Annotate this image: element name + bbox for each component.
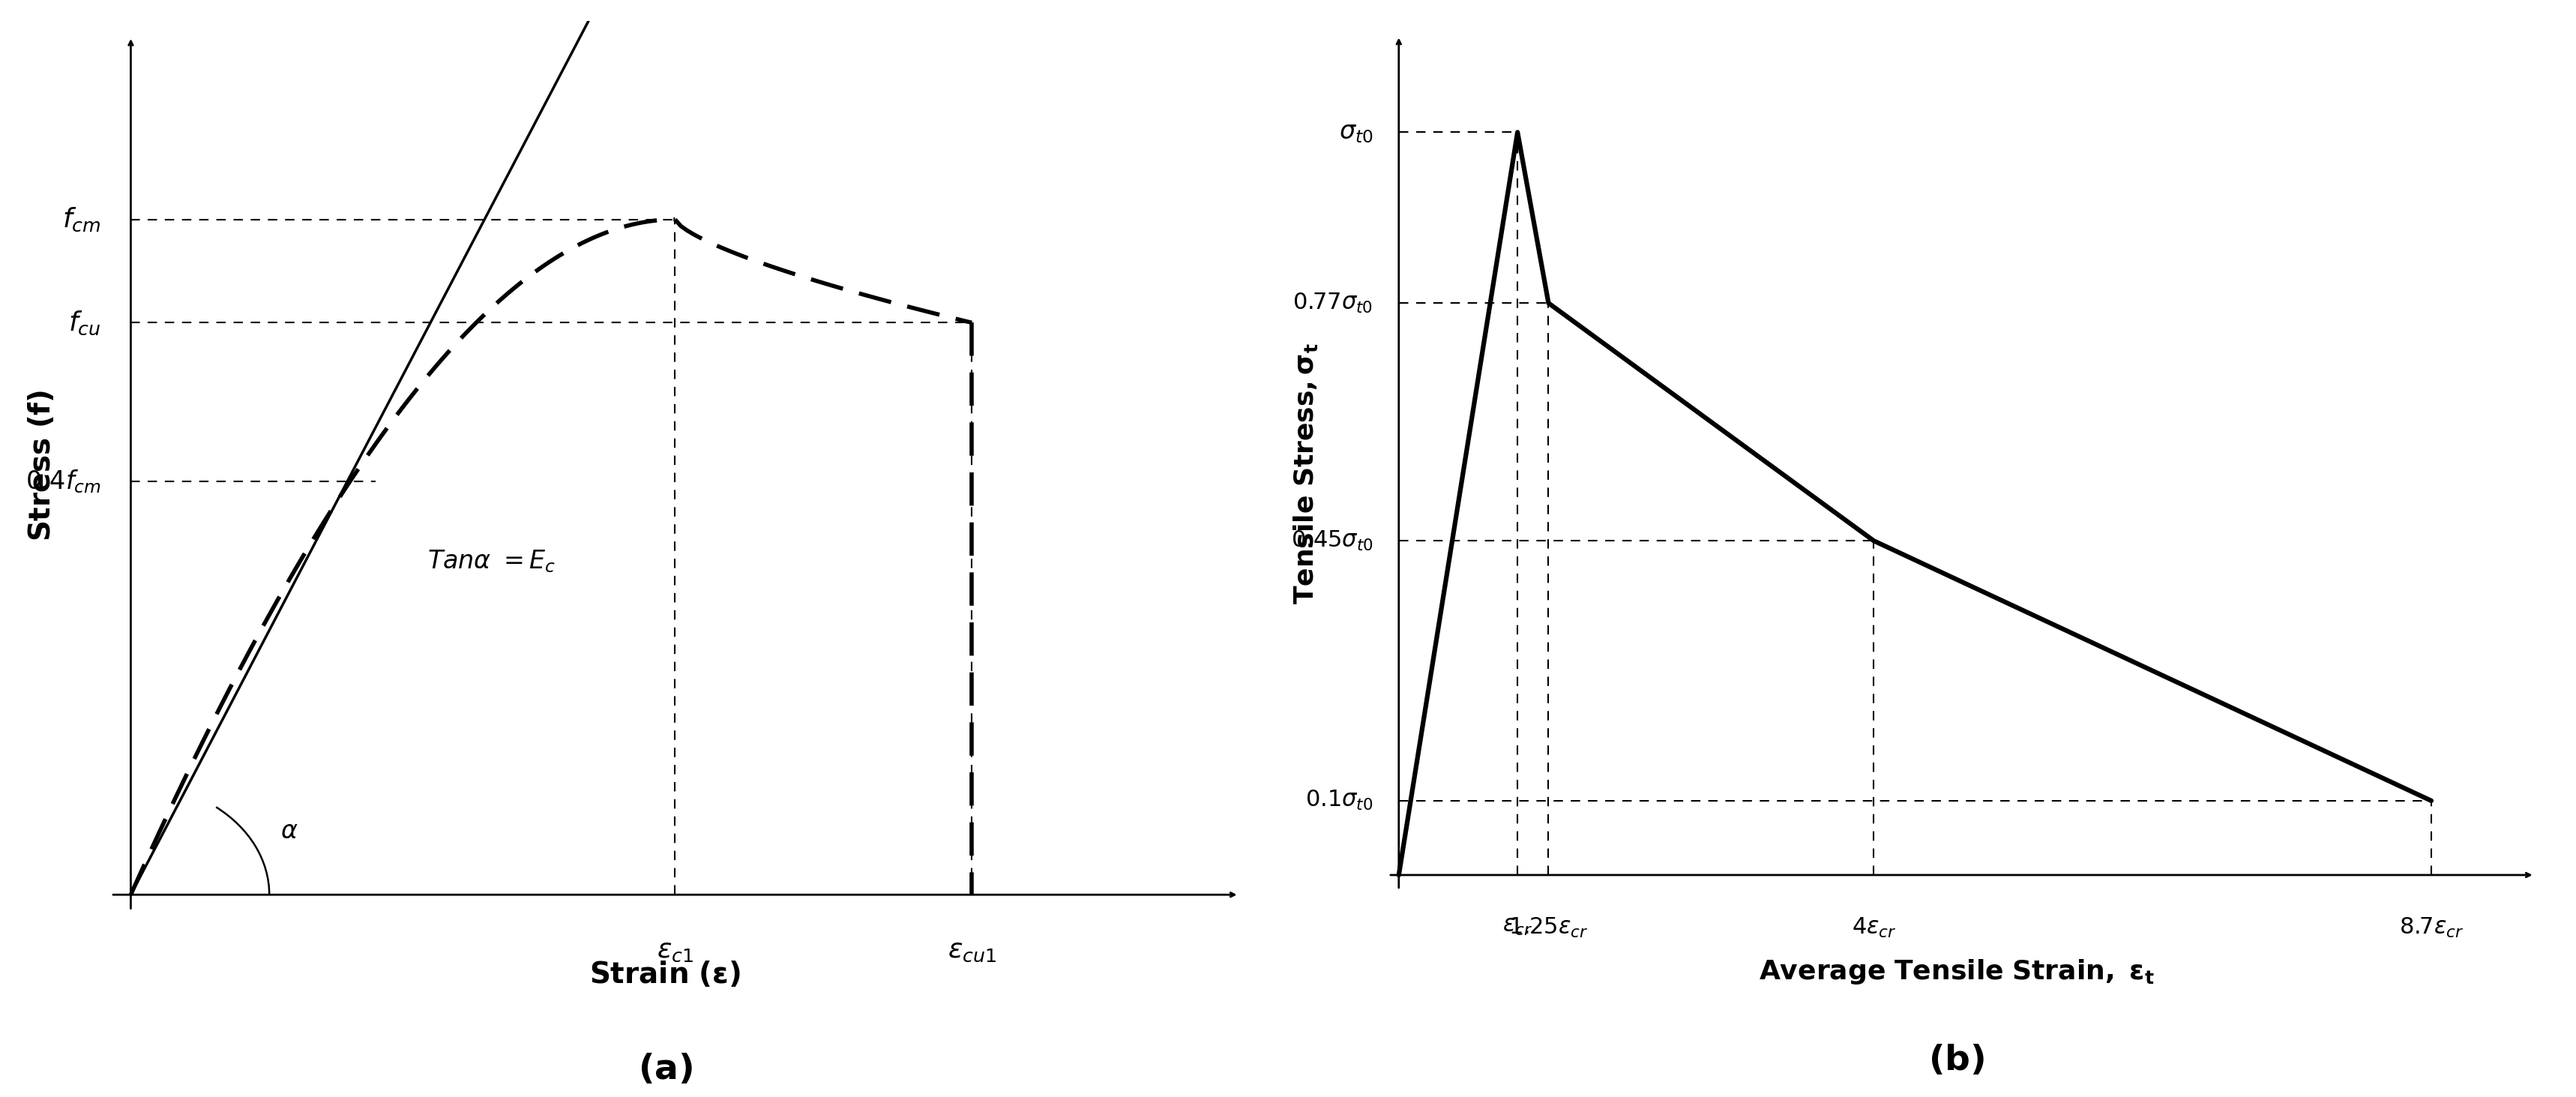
- Text: $f_{cu}$: $f_{cu}$: [70, 309, 100, 337]
- Text: $\alpha$: $\alpha$: [281, 818, 299, 844]
- Text: $\varepsilon_{cu1}$: $\varepsilon_{cu1}$: [948, 938, 997, 964]
- Text: $0.4f_{cm}$: $0.4f_{cm}$: [26, 468, 100, 495]
- Text: $\bf{(b)}$: $\bf{(b)}$: [1929, 1044, 1984, 1077]
- Text: $0.77\sigma_{t0}$: $0.77\sigma_{t0}$: [1293, 292, 1373, 315]
- Text: $\varepsilon_{c1}$: $\varepsilon_{c1}$: [657, 938, 693, 964]
- Text: $\bf{(a)}$: $\bf{(a)}$: [639, 1053, 693, 1086]
- Text: $0.1\sigma_{t0}$: $0.1\sigma_{t0}$: [1306, 789, 1373, 813]
- Text: $\bf{Tensile\ Stress,\sigma_t}$: $\bf{Tensile\ Stress,\sigma_t}$: [1293, 343, 1319, 604]
- Text: $1.25\varepsilon_{cr}$: $1.25\varepsilon_{cr}$: [1510, 916, 1589, 939]
- Text: $\bf{Strain\ (\varepsilon)}$: $\bf{Strain\ (\varepsilon)}$: [590, 960, 742, 988]
- Text: $\bf{Stress\ (f)}$: $\bf{Stress\ (f)}$: [28, 389, 57, 542]
- Text: $\varepsilon_{cr}$: $\varepsilon_{cr}$: [1502, 916, 1533, 938]
- Text: $\sigma_{t0}$: $\sigma_{t0}$: [1340, 120, 1373, 145]
- Text: $Tan\alpha\ =E_c$: $Tan\alpha\ =E_c$: [428, 548, 556, 574]
- Text: $4\varepsilon_{cr}$: $4\varepsilon_{cr}$: [1852, 916, 1896, 939]
- Text: $8.7\varepsilon_{cr}$: $8.7\varepsilon_{cr}$: [2398, 916, 2463, 939]
- Text: $f_{cm}$: $f_{cm}$: [62, 206, 100, 233]
- Text: $\bf{Average\ Tensile\ Strain,\ \varepsilon_t}$: $\bf{Average\ Tensile\ Strain,\ \varepsi…: [1759, 958, 2154, 986]
- Text: $0.45\sigma_{t0}$: $0.45\sigma_{t0}$: [1291, 529, 1373, 553]
